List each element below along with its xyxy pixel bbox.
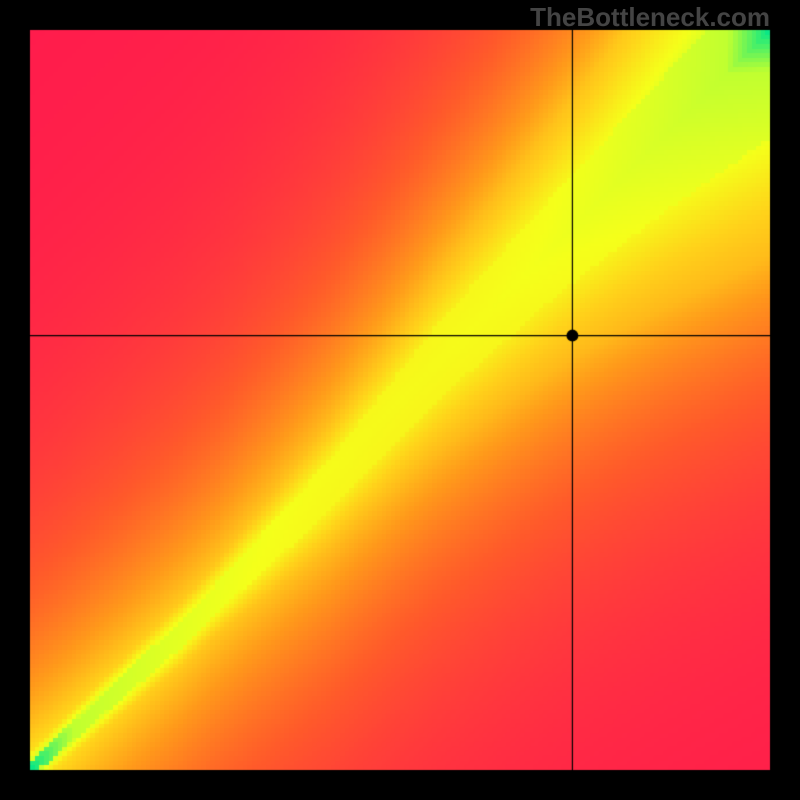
watermark-text: TheBottleneck.com <box>530 2 770 33</box>
chart-container: TheBottleneck.com <box>0 0 800 800</box>
bottleneck-heatmap <box>0 0 800 800</box>
